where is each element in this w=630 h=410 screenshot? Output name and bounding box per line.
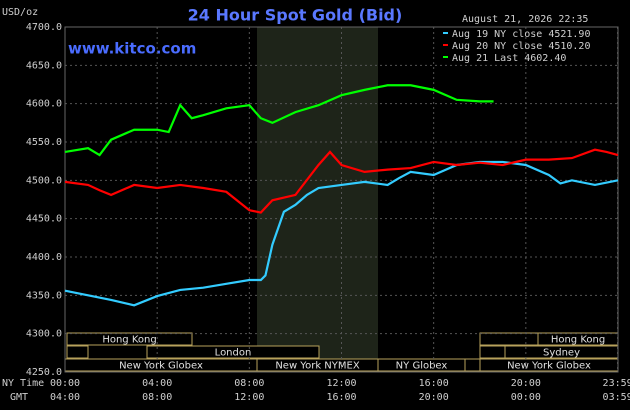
gmt-tick-label: 08:00 bbox=[142, 392, 172, 403]
legend-label: Aug 21 Last 4602.40 bbox=[452, 53, 566, 64]
chart-title: 24 Hour Spot Gold (Bid) bbox=[188, 6, 403, 25]
session-box bbox=[146, 345, 320, 359]
plot-frame bbox=[64, 26, 619, 373]
legend-swatch bbox=[443, 56, 448, 58]
gmt-tick-label: 12:00 bbox=[234, 392, 264, 403]
session-label: New York NYMEX bbox=[275, 361, 360, 372]
x-tick-label: 23:59 bbox=[603, 378, 630, 389]
session-box bbox=[479, 332, 539, 346]
legend-swatch bbox=[443, 32, 448, 34]
sessions: Hong Kong London New York Globex New York N… bbox=[64, 332, 619, 372]
gmt-tick-label: 04:00 bbox=[50, 392, 80, 403]
y-tick-label: 4550.0 bbox=[26, 137, 62, 148]
session-box bbox=[66, 345, 89, 359]
y-unit: USD/oz bbox=[2, 7, 38, 18]
x-row-label: GMT bbox=[10, 392, 28, 403]
session-label: Sydney bbox=[543, 348, 580, 359]
y-tick-label: 4250.0 bbox=[26, 367, 62, 378]
session-label: London bbox=[215, 348, 252, 359]
gmt-tick-label: 03:59 bbox=[603, 392, 630, 403]
y-tick-label: 4700.0 bbox=[26, 22, 62, 33]
x-tick-label: 12:00 bbox=[326, 378, 356, 389]
y-tick-label: 4650.0 bbox=[26, 60, 62, 71]
y-tick-label: 4400.0 bbox=[26, 252, 62, 263]
session-box bbox=[66, 332, 193, 346]
session-box bbox=[464, 358, 481, 372]
x-row-label: NY Time bbox=[2, 378, 44, 389]
legend-swatch bbox=[443, 44, 448, 46]
session-box bbox=[479, 345, 506, 359]
series-line bbox=[64, 160, 619, 307]
session-label: New York Globex bbox=[507, 361, 591, 372]
gmt-tick-label: 20:00 bbox=[419, 392, 449, 403]
website: www.kitco.com bbox=[68, 40, 196, 58]
session-label: NY Globex bbox=[396, 361, 448, 372]
y-tick-label: 4350.0 bbox=[26, 290, 62, 301]
x-tick-label: 00:00 bbox=[50, 378, 80, 389]
timestamp: August 21, 2026 22:35 bbox=[462, 14, 588, 25]
y-tick-label: 4600.0 bbox=[26, 99, 62, 110]
x-tick-label: 08:00 bbox=[234, 378, 264, 389]
legend-label: Aug 19 NY close 4521.90 bbox=[452, 29, 590, 40]
y-tick-label: 4300.0 bbox=[26, 329, 62, 340]
series-line bbox=[64, 148, 619, 214]
x-tick-label: 16:00 bbox=[419, 378, 449, 389]
session-label: Hong Kong bbox=[102, 335, 156, 346]
gmt-tick-label: 16:00 bbox=[326, 392, 356, 403]
session-label: Hong Kong bbox=[551, 335, 605, 346]
gmt-tick-label: 00:00 bbox=[511, 392, 541, 403]
series-line bbox=[64, 84, 494, 157]
y-tick-label: 4500.0 bbox=[26, 175, 62, 186]
x-tick-label: 20:00 bbox=[511, 378, 541, 389]
x-tick-label: 04:00 bbox=[142, 378, 172, 389]
legend-label: Aug 20 NY close 4510.20 bbox=[452, 41, 590, 52]
session-label: New York Globex bbox=[119, 361, 203, 372]
session-box bbox=[377, 358, 466, 372]
y-tick-label: 4450.0 bbox=[26, 214, 62, 225]
